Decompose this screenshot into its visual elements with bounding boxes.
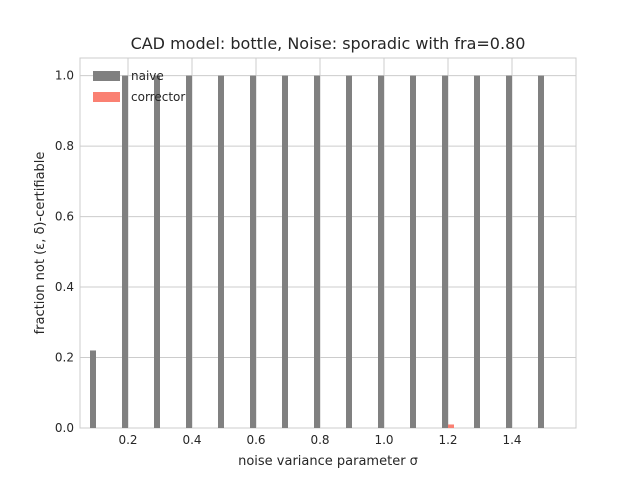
bar-naive [186,75,192,428]
chart-title: CAD model: bottle, Noise: sporadic with … [131,34,526,53]
x-tick-label: 0.2 [118,433,137,447]
plot-area [79,57,577,429]
legend-swatch-naive [93,71,120,81]
bar-naive [378,75,384,428]
y-tick-label: 1.0 [55,69,74,83]
bar-naive [282,75,288,428]
bar-naive [538,75,544,428]
bar-naive [442,75,448,428]
y-tick-label: 0.8 [55,139,74,153]
y-tick-label: 0.6 [55,210,74,224]
bars [90,75,544,428]
bar-naive [90,350,96,428]
x-tick-label: 1.0 [374,433,393,447]
bar-naive [474,75,480,428]
legend-label-corrector: corrector [131,90,185,104]
x-tick-label: 0.4 [182,433,201,447]
bar-naive [250,75,256,428]
bar-naive [346,75,352,428]
bar-naive [122,75,128,428]
legend-label-naive: naive [131,69,164,83]
x-tick-label: 0.6 [246,433,265,447]
x-axis-label: noise variance parameter σ [238,454,418,469]
x-tick-labels: 0.2 0.4 0.6 0.8 1.0 1.2 1.4 [118,433,521,447]
x-tick-label: 1.4 [502,433,521,447]
y-tick-label: 0.4 [55,280,74,294]
y-axis-label: fraction not (ε, δ)-certifiable [33,152,48,335]
bar-naive [506,75,512,428]
bar-naive [154,75,160,428]
y-tick-labels: 0.0 0.2 0.4 0.6 0.8 1.0 [55,69,74,435]
bar-corrector [448,424,454,428]
y-tick-label: 0.0 [55,421,74,435]
x-tick-label: 1.2 [438,433,457,447]
x-tick-label: 0.8 [310,433,329,447]
y-tick-label: 0.2 [55,351,74,365]
bar-naive [410,75,416,428]
bar-naive [218,75,224,428]
legend: naive corrector [93,69,185,104]
legend-swatch-corrector [93,92,120,102]
bar-naive [314,75,320,428]
